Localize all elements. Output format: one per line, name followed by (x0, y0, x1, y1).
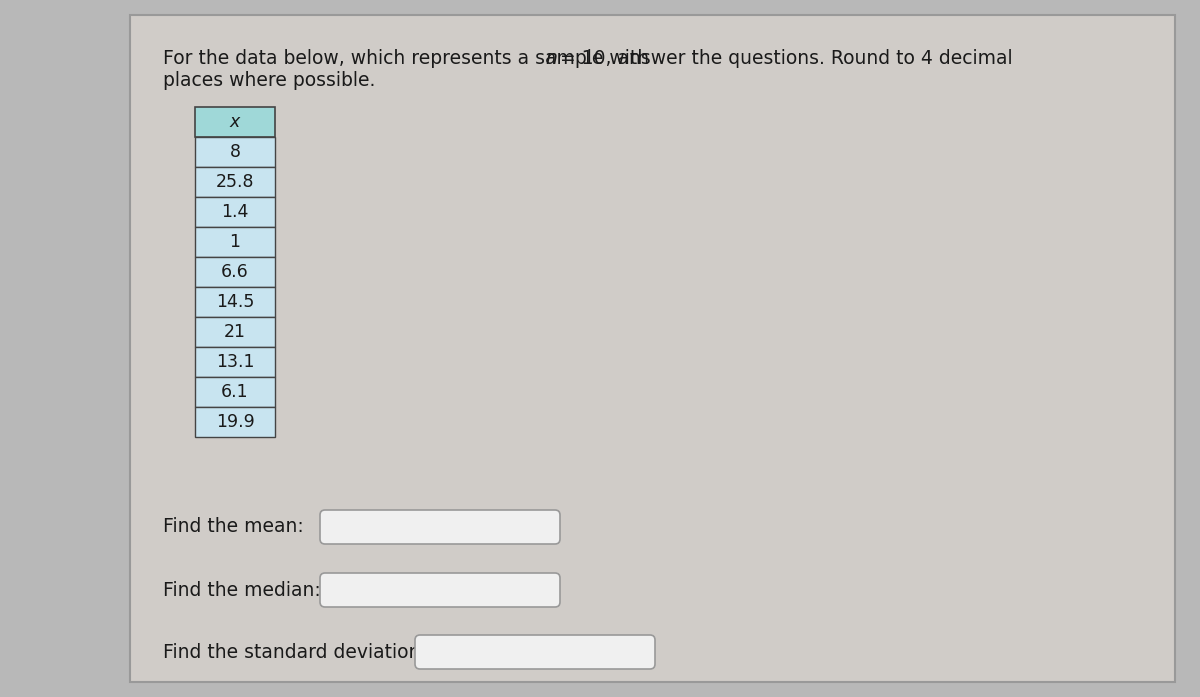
Bar (194, 107, 275, 137)
Bar (194, 137, 275, 167)
Bar (194, 197, 275, 227)
Text: 6.1: 6.1 (221, 383, 248, 401)
FancyBboxPatch shape (320, 573, 560, 607)
Text: 21: 21 (224, 323, 246, 341)
Text: x: x (230, 113, 240, 131)
Text: places where possible.: places where possible. (163, 71, 376, 90)
Text: For the data below, which represents a sample with: For the data below, which represents a s… (163, 49, 655, 68)
Bar (194, 167, 275, 197)
Text: n: n (546, 49, 557, 68)
Text: = 10, answer the questions. Round to 4 decimal: = 10, answer the questions. Round to 4 d… (554, 49, 1013, 68)
Bar (194, 257, 275, 287)
Bar (130, 15, 1175, 682)
Bar (194, 287, 275, 317)
FancyBboxPatch shape (320, 510, 560, 544)
Text: 25.8: 25.8 (216, 173, 254, 191)
Bar (194, 227, 275, 257)
Text: 1: 1 (229, 233, 240, 251)
Text: Find the median:: Find the median: (163, 581, 320, 599)
FancyBboxPatch shape (415, 635, 655, 669)
Bar (194, 347, 275, 377)
Bar (194, 317, 275, 347)
Text: Find the standard deviation:: Find the standard deviation: (163, 643, 427, 661)
Bar (194, 377, 275, 407)
Text: 8: 8 (229, 143, 240, 161)
Text: 13.1: 13.1 (216, 353, 254, 371)
Text: 6.6: 6.6 (221, 263, 248, 281)
Text: 1.4: 1.4 (221, 203, 248, 221)
Text: Find the mean:: Find the mean: (163, 517, 304, 537)
Bar (194, 407, 275, 437)
Text: 19.9: 19.9 (216, 413, 254, 431)
Text: 14.5: 14.5 (216, 293, 254, 311)
